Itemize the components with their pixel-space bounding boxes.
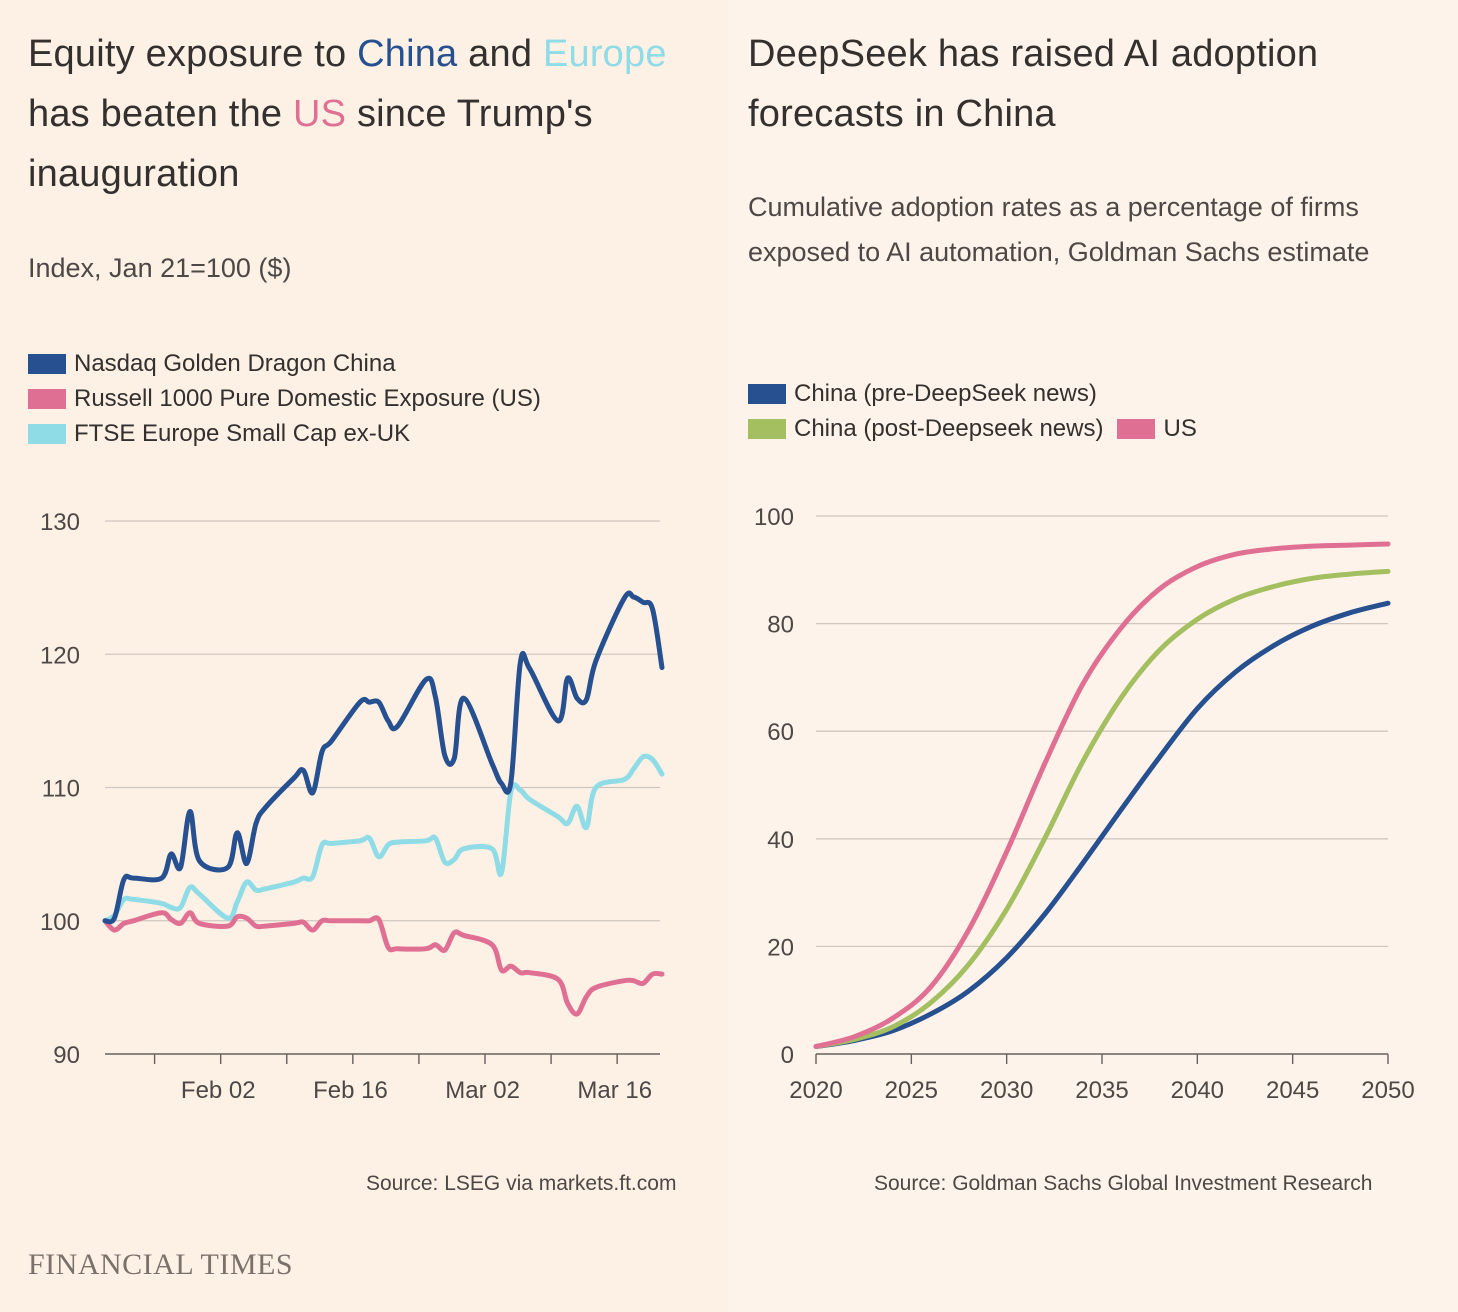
x-tick-label: 2045 bbox=[1266, 1077, 1319, 1104]
legend-swatch bbox=[28, 423, 66, 444]
left-chart-subtitle: Index, Jan 21=100 ($) bbox=[28, 253, 292, 283]
y-tick-label: 110 bbox=[42, 776, 80, 803]
legend-item-row: China (post-Deepseek news) US bbox=[748, 411, 1197, 446]
right-source: Source: Goldman Sachs Global Investment … bbox=[874, 1172, 1373, 1195]
title-us: US bbox=[293, 93, 347, 135]
x-tick-label: Feb 16 bbox=[313, 1077, 388, 1104]
x-tick-label: Mar 16 bbox=[577, 1077, 652, 1104]
x-tick-label: Mar 02 bbox=[445, 1077, 520, 1104]
legend-swatch bbox=[28, 388, 66, 409]
series-line bbox=[813, 600, 1391, 1049]
legend-swatch bbox=[748, 383, 786, 404]
legend-label: US bbox=[1163, 415, 1197, 442]
y-tick-label: 100 bbox=[754, 504, 794, 531]
series-line bbox=[102, 590, 665, 925]
title-part: since Trump's inauguration bbox=[28, 93, 593, 195]
y-tick-label: 130 bbox=[40, 509, 80, 536]
legend-swatch bbox=[1117, 418, 1156, 439]
legend-label: FTSE Europe Small Cap ex-UK bbox=[74, 420, 411, 447]
legend-label: Russell 1000 Pure Domestic Exposure (US) bbox=[74, 385, 541, 412]
legend-label: China (post-Deepseek news) bbox=[794, 415, 1104, 442]
x-tick-label: 2025 bbox=[885, 1077, 938, 1104]
legend-item: Russell 1000 Pure Domestic Exposure (US) bbox=[28, 381, 541, 416]
ft-brand-logo: FINANCIAL TIMES bbox=[28, 1248, 294, 1281]
legend-item: FTSE Europe Small Cap ex-UK bbox=[28, 416, 541, 451]
x-tick-label: Feb 02 bbox=[181, 1077, 256, 1104]
legend-label: China (pre-DeepSeek news) bbox=[794, 380, 1097, 407]
x-tick-label: 2035 bbox=[1075, 1077, 1128, 1104]
y-tick-label: 100 bbox=[40, 909, 80, 936]
title-part: has beaten the bbox=[28, 93, 293, 135]
y-tick-label: 60 bbox=[767, 719, 794, 746]
x-tick-label: 2030 bbox=[980, 1077, 1033, 1104]
series-line bbox=[102, 753, 665, 924]
y-tick-label: 120 bbox=[40, 642, 80, 669]
right-panel bbox=[728, 0, 1458, 1312]
left-line-chart: 90 100 110 120 130 Feb 02 Feb 16 Mar 02 Mar 16 bbox=[40, 509, 665, 1104]
left-chart-title: Equity exposure to China and Europe has … bbox=[28, 24, 708, 204]
right-chart-subtitle: Cumulative adoption rates as a percentag… bbox=[748, 192, 1370, 267]
right-chart-title: DeepSeek has raised AI adoption forecast… bbox=[748, 33, 1319, 135]
x-tick-label: 2040 bbox=[1171, 1077, 1224, 1104]
series-line bbox=[813, 568, 1391, 1049]
right-legend: China (pre-DeepSeek news) China (post-De… bbox=[748, 376, 1197, 446]
y-tick-label: 0 bbox=[781, 1042, 794, 1069]
title-china: China bbox=[357, 33, 458, 75]
legend-label: Nasdaq Golden Dragon China bbox=[74, 350, 396, 377]
left-source: Source: LSEG via markets.ft.com bbox=[366, 1172, 677, 1195]
series-line bbox=[813, 541, 1391, 1049]
legend-item: Nasdaq Golden Dragon China bbox=[28, 346, 541, 381]
legend-item: China (pre-DeepSeek news) bbox=[748, 376, 1197, 411]
y-tick-label: 80 bbox=[767, 612, 794, 639]
y-tick-label: 90 bbox=[53, 1042, 80, 1069]
title-part: and bbox=[457, 33, 543, 75]
left-legend: Nasdaq Golden Dragon China Russell 1000 … bbox=[28, 346, 541, 451]
series-line bbox=[102, 910, 665, 1017]
title-part: Equity exposure to bbox=[28, 33, 358, 75]
y-tick-label: 40 bbox=[767, 827, 794, 854]
legend-swatch bbox=[28, 353, 66, 374]
title-europe: Europe bbox=[542, 33, 667, 75]
left-panel bbox=[0, 0, 728, 1312]
x-tick-label: 2050 bbox=[1361, 1077, 1414, 1104]
legend-swatch bbox=[748, 418, 786, 439]
x-tick-label: 2020 bbox=[789, 1077, 842, 1104]
y-tick-label: 20 bbox=[767, 934, 794, 961]
